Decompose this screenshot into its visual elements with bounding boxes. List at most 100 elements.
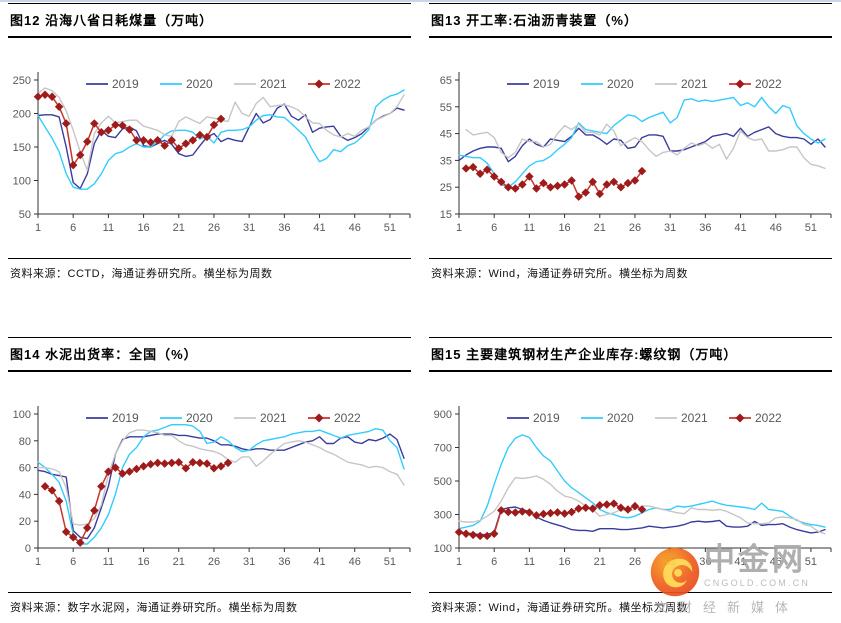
x-tick-label: 21 <box>173 556 185 568</box>
series-marker-2022 <box>160 459 169 468</box>
legend-marker-2022 <box>735 413 745 423</box>
y-tick-label: 100 <box>13 176 31 188</box>
series-marker-2022 <box>68 533 78 542</box>
x-tick-label: 11 <box>103 222 114 234</box>
x-tick-label: 6 <box>491 556 497 568</box>
series-marker-2022 <box>560 180 569 189</box>
y-tick-label: 50 <box>19 209 31 221</box>
series-marker-2022 <box>468 530 478 540</box>
series-marker-2022 <box>461 529 471 539</box>
page-top-border <box>0 0 841 2</box>
series-marker-2022 <box>560 509 569 518</box>
series-marker-2022 <box>518 180 527 189</box>
x-tick-label: 11 <box>524 556 535 568</box>
series-line-2019 <box>37 433 405 540</box>
x-tick-label: 41 <box>734 222 746 234</box>
series-marker-2022 <box>630 501 640 511</box>
series-marker-2022 <box>574 192 583 201</box>
x-tick-label: 26 <box>629 222 641 234</box>
figure-panel-asphalt: 图13 开工率:石油沥青装置（%） 15 25 35 45 55 65 1 6 11 16 21 26… <box>429 3 832 281</box>
x-tick-label: 51 <box>805 222 817 234</box>
series-marker-2022 <box>40 90 50 99</box>
series-marker-2022 <box>125 125 134 134</box>
x-tick-label: 11 <box>103 556 114 568</box>
x-tick-label: 6 <box>70 556 76 568</box>
y-tick-label: 100 <box>13 409 31 421</box>
y-tick-label: 300 <box>434 510 452 522</box>
figure-title: 图15 主要建筑钢材生产企业库存:螺纹钢（万吨） <box>429 337 832 372</box>
legend-label-2021: 2021 <box>681 77 708 91</box>
series-line-2020 <box>37 424 405 545</box>
series-marker-2022 <box>83 523 92 533</box>
x-tick-label: 1 <box>456 556 462 568</box>
series-line-2021 <box>465 123 826 170</box>
x-tick-label: 31 <box>664 556 676 568</box>
series-marker-2022 <box>609 499 619 508</box>
source-note: 资料来源：Wind，海通证券研究所。横坐标为周数 <box>429 258 832 281</box>
series-marker-2022 <box>602 500 612 509</box>
y-tick-label: 35 <box>440 155 452 167</box>
series-line-2021 <box>37 87 405 172</box>
series-marker-2022 <box>567 507 576 517</box>
series-marker-2022 <box>588 177 597 187</box>
x-tick-label: 41 <box>313 556 325 568</box>
figure-panel-coal: 图12 沿海八省日耗煤量（万吨） 50 100 150 200 250 1 6 11 16 21 2… <box>8 3 411 281</box>
legend-label-2022: 2022 <box>755 411 782 425</box>
legend-label-2022: 2022 <box>334 411 361 425</box>
series-marker-2022 <box>574 504 583 513</box>
series-marker-2022 <box>489 529 499 539</box>
series-marker-2022 <box>216 462 226 471</box>
legend-label-2019: 2019 <box>112 77 139 91</box>
x-tick-label: 21 <box>173 222 185 234</box>
x-tick-label: 46 <box>770 222 782 234</box>
series-marker-2022 <box>97 128 106 137</box>
y-tick-label: 20 <box>19 516 31 528</box>
x-tick-label: 21 <box>594 222 606 234</box>
series-marker-2022 <box>33 92 43 101</box>
x-tick-label: 46 <box>770 556 782 568</box>
x-tick-label: 51 <box>805 556 817 568</box>
y-tick-label: 700 <box>434 443 452 455</box>
figure-panel-cement: 图14 水泥出货率：全国（%） 0 20 40 60 80 100 1 6 11 16 21 26 31… <box>8 337 411 615</box>
legend-marker-2022 <box>314 79 324 89</box>
x-tick-label: 1 <box>35 556 41 568</box>
x-tick-label: 46 <box>349 222 361 234</box>
legend-label-2020: 2020 <box>186 77 213 91</box>
x-tick-label: 31 <box>243 222 255 234</box>
y-tick-label: 100 <box>434 543 452 555</box>
legend-label-2021: 2021 <box>681 411 708 425</box>
series-marker-2022 <box>223 458 233 468</box>
series-marker-2022 <box>181 139 191 148</box>
series-marker-2022 <box>623 505 633 514</box>
series-marker-2022 <box>461 164 471 173</box>
legend-label-2021: 2021 <box>260 77 287 91</box>
series-marker-2022 <box>623 178 633 188</box>
y-tick-label: 60 <box>19 463 31 475</box>
series-marker-2022 <box>454 527 464 537</box>
x-tick-label: 31 <box>664 222 676 234</box>
series-marker-2022 <box>546 508 555 518</box>
series-marker-2022 <box>525 172 534 181</box>
series-marker-2022 <box>132 464 141 474</box>
series-marker-2022 <box>595 501 605 510</box>
y-tick-label: 25 <box>440 182 452 194</box>
series-marker-2022 <box>209 464 219 473</box>
series-marker-2022 <box>532 511 541 520</box>
series-marker-2022 <box>525 508 534 517</box>
x-tick-label: 36 <box>278 556 290 568</box>
series-marker-2022 <box>609 177 619 187</box>
x-tick-label: 16 <box>558 556 570 568</box>
series-marker-2022 <box>125 467 134 476</box>
legend-label-2021: 2021 <box>260 411 287 425</box>
y-tick-label: 45 <box>440 129 452 141</box>
series-marker-2022 <box>553 508 562 517</box>
x-tick-label: 16 <box>558 222 570 234</box>
series-marker-2022 <box>139 136 148 145</box>
series-marker-2022 <box>511 508 520 517</box>
legend-label-2020: 2020 <box>186 411 213 425</box>
series-marker-2022 <box>546 182 555 192</box>
series-marker-2022 <box>54 496 64 506</box>
